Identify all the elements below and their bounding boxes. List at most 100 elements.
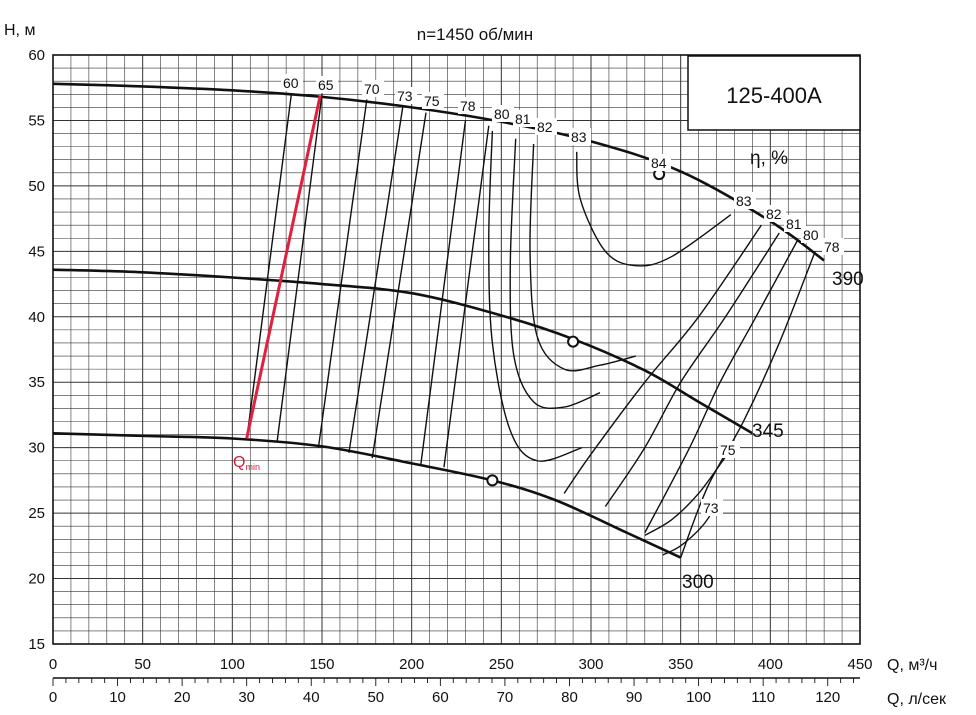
x2-tick-label: 10: [109, 689, 126, 706]
eff-line-78b: [443, 125, 490, 468]
x2-tick-label: 0: [49, 689, 57, 706]
x-tick-label: 100: [220, 656, 245, 673]
plot-area: [53, 55, 860, 644]
eff-label-bg: [513, 110, 535, 127]
eff-label-bg: [822, 238, 844, 255]
x2-tick-label: 20: [174, 689, 191, 706]
y-tick-label: 35: [28, 374, 45, 391]
y-axis-label: H, м: [4, 22, 35, 39]
y-tick-label: 30: [28, 440, 45, 457]
x-tick-label: 0: [49, 656, 57, 673]
x-tick-label: 450: [847, 656, 872, 673]
eff-line-82: [529, 143, 637, 372]
eff-label-bg: [569, 128, 591, 145]
eff-label: 60: [283, 75, 299, 91]
curve-label-390: 390: [832, 269, 864, 290]
eff-label-bg: [535, 118, 557, 135]
y-tick-label: 55: [28, 112, 45, 129]
x-tick-label: 50: [134, 656, 151, 673]
eff-label-bg: [764, 205, 786, 222]
eff-label: 78: [460, 98, 476, 114]
eff-label-bg: [784, 215, 806, 232]
eff-label: 80: [494, 106, 510, 122]
eff-label-bg: [458, 97, 480, 114]
x2-tick-label: 40: [303, 689, 320, 706]
x-tick-label: 200: [399, 656, 424, 673]
eff-label-bg: [316, 76, 338, 93]
eff-label-bg: [422, 92, 444, 109]
y-tick-label: 20: [28, 571, 45, 588]
eff-label: 81: [515, 111, 531, 127]
qmin-line: [245, 95, 322, 439]
eff-label-bg: [734, 192, 756, 209]
eff-label: 78: [824, 239, 840, 255]
plot-border: [52, 54, 861, 645]
curve-label-300: 300: [682, 572, 714, 593]
eff-line-73: [348, 107, 404, 454]
chart-title: n=1450 об/мин: [417, 25, 533, 44]
y-tick-label: 25: [28, 505, 45, 522]
efficiency-axis-label: η, %: [750, 148, 788, 169]
duty-point: [567, 335, 580, 348]
eff-label: 81: [786, 216, 802, 232]
curves: 390 345 300: [52, 82, 864, 593]
eff-line-78: [419, 120, 467, 467]
model-label: 125-400A: [726, 83, 822, 108]
eff-line-80r: [644, 240, 798, 534]
eff-label-bg: [281, 74, 303, 91]
eff-label-bg: [801, 226, 823, 243]
eff-line-83: [575, 151, 732, 267]
eff-line-80: [488, 130, 583, 462]
y-tick-label: 60: [28, 47, 45, 64]
x2-tick-label: 110: [751, 689, 775, 706]
y-tick-label: 50: [28, 178, 45, 195]
eff-label: 82: [766, 206, 782, 222]
eff-label: 84: [651, 155, 667, 171]
eff-line-75: [371, 112, 427, 459]
eff-label-bg: [649, 154, 671, 171]
duty-point: [486, 474, 499, 487]
eff-label: 73: [703, 500, 719, 516]
eff-line-65-a: [276, 94, 323, 442]
eff-label: 75: [424, 93, 440, 109]
x-tick-label: 300: [578, 656, 603, 673]
eff-line-81r: [604, 232, 780, 507]
eff-line-78r: [680, 251, 816, 558]
x2-tick-label: 100: [686, 689, 711, 706]
x-tick-label: 250: [489, 656, 514, 673]
x-tick-label: 400: [758, 656, 783, 673]
curve-label-345: 345: [752, 421, 784, 442]
x2-tick-label: 50: [367, 689, 384, 706]
eff-label-bg: [718, 441, 740, 458]
x2-tick-label: 70: [497, 689, 514, 706]
head-curve-345: [52, 268, 754, 435]
x-axis-label: Q, м³/ч: [887, 657, 937, 674]
y-tick-label: 45: [28, 243, 45, 260]
eff-line-70: [317, 99, 368, 448]
eff-label-bg: [395, 87, 417, 104]
eff-label: 82: [537, 119, 553, 135]
x2-tick-label: 120: [815, 689, 840, 706]
eff-line-82r: [563, 224, 762, 494]
eff-label: 65: [318, 77, 334, 93]
x2-tick-label: 90: [626, 689, 643, 706]
eff-label: 83: [571, 129, 587, 145]
eff-label: 75: [720, 442, 736, 458]
eff-label: 83: [736, 193, 752, 209]
head-curve-390: [52, 82, 825, 262]
x2-tick-label: 80: [561, 689, 578, 706]
head-curve-300: [52, 431, 682, 559]
grid: 0 50 100 150 200 250 300 350 400 4501520253035404…: [28, 47, 872, 706]
efficiency-lines: [245, 92, 816, 558]
eff-label: 80: [803, 227, 819, 243]
x2-tick-label: 60: [432, 689, 449, 706]
x2-axis-label: Q, л/сек: [887, 691, 947, 708]
qmin-sub: min: [245, 462, 260, 472]
eff-label-bg: [701, 499, 723, 516]
eff-line-81: [509, 138, 601, 410]
x2-tick-label: 30: [238, 689, 255, 706]
eff-label: 73: [397, 88, 413, 104]
qmin-main: Q: [233, 454, 245, 471]
